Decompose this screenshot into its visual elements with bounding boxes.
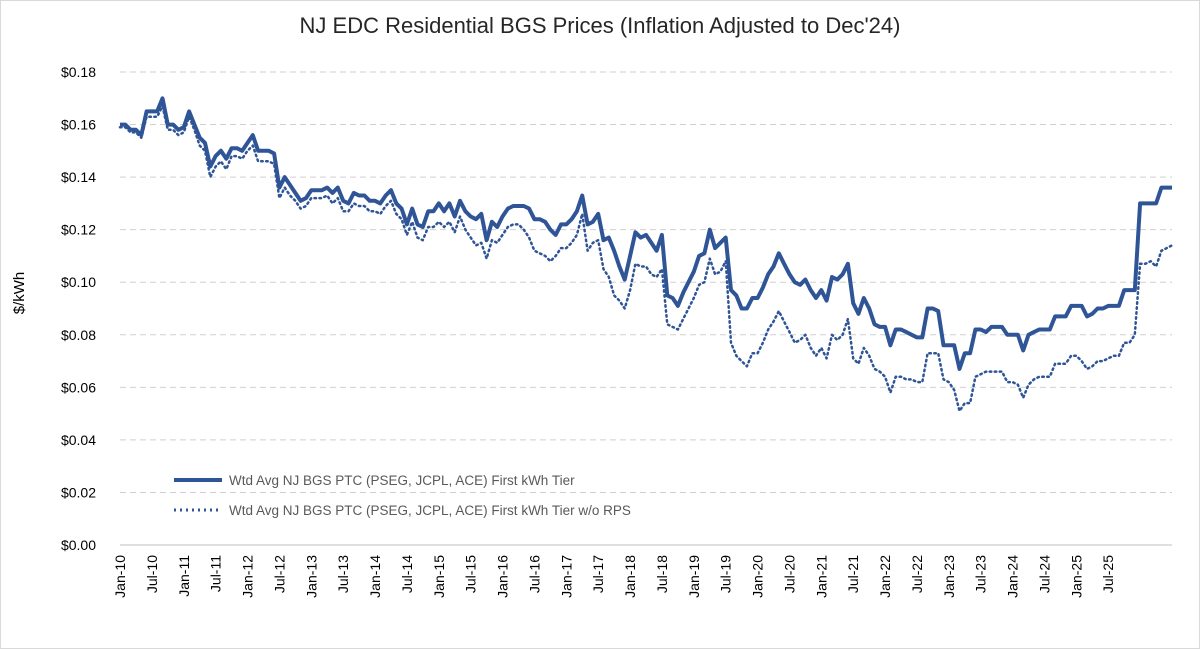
- series-line-first-tier: [120, 96, 1172, 371]
- x-tick-label: Jan-23: [941, 555, 957, 598]
- gridlines: [120, 71, 1172, 546]
- x-tick-label: Jul-23: [973, 555, 989, 593]
- x-tick-label: Jul-20: [782, 555, 798, 593]
- x-tick-label: Jan-11: [176, 555, 192, 597]
- y-tick-label: $0.18: [61, 64, 96, 80]
- chart-title: NJ EDC Residential BGS Prices (Inflation…: [300, 13, 901, 38]
- x-tick-label: Jul-17: [590, 555, 606, 593]
- x-tick-label: Jan-14: [367, 555, 383, 598]
- y-tick-label: $0.16: [61, 117, 96, 133]
- x-tick-label: Jul-22: [909, 555, 925, 593]
- y-tick-label: $0.08: [61, 327, 96, 343]
- legend-label-first-tier: Wtd Avg NJ BGS PTC (PSEG, JCPL, ACE) Fir…: [229, 473, 575, 488]
- x-tick-label: Jul-24: [1037, 555, 1053, 593]
- y-axis-ticks: $0.00 $0.02 $0.04 $0.06 $0.08 $0.10 $0.12 $0.14…: [61, 64, 96, 553]
- y-tick-label: $0.14: [61, 169, 96, 185]
- y-tick-label: $0.02: [61, 484, 96, 500]
- y-axis-label: $/kWh: [11, 272, 28, 315]
- x-tick-label: Jul-21: [845, 555, 861, 593]
- x-tick-label: Jan-10: [112, 555, 128, 598]
- y-tick-label: $0.04: [61, 432, 96, 448]
- x-tick-label: Jul-11: [208, 555, 224, 592]
- x-tick-label: Jul-15: [463, 555, 479, 593]
- x-tick-label: Jan-18: [622, 555, 638, 598]
- x-tick-label: Jan-21: [813, 555, 829, 598]
- x-tick-label: Jan-20: [750, 555, 766, 598]
- y-tick-label: $0.12: [61, 222, 96, 238]
- x-tick-label: Jan-17: [558, 555, 574, 598]
- x-tick-label: Jan-25: [1068, 555, 1084, 598]
- x-tick-label: Jan-13: [303, 555, 319, 598]
- x-tick-label: Jul-12: [271, 555, 287, 593]
- y-tick-label: $0.00: [61, 537, 96, 553]
- legend: Wtd Avg NJ BGS PTC (PSEG, JCPL, ACE) Fir…: [174, 473, 631, 518]
- x-tick-label: Jul-18: [654, 555, 670, 593]
- x-tick-label: Jul-10: [144, 555, 160, 593]
- x-tick-label: Jul-19: [718, 555, 734, 593]
- x-tick-label: Jan-12: [240, 555, 256, 598]
- x-axis-ticks: Jan-10 Jul-10 Jan-11 Jul-11 Jan-12 Jul-12 Jan-…: [112, 555, 1116, 598]
- x-tick-label: Jul-25: [1100, 555, 1116, 593]
- x-tick-label: Jan-16: [495, 555, 511, 598]
- x-tick-label: Jan-22: [877, 555, 893, 598]
- x-tick-label: Jul-16: [526, 555, 542, 593]
- x-tick-label: Jan-24: [1005, 555, 1021, 598]
- x-tick-label: Jul-14: [399, 555, 415, 593]
- y-tick-label: $0.10: [61, 274, 96, 290]
- series-line-first-tier-wo-rps: [118, 104, 1174, 413]
- x-tick-label: Jan-15: [431, 555, 447, 598]
- series-lines: [118, 96, 1174, 413]
- legend-label-first-tier-wo-rps: Wtd Avg NJ BGS PTC (PSEG, JCPL, ACE) Fir…: [229, 503, 631, 518]
- x-tick-label: Jan-19: [686, 555, 702, 598]
- y-tick-label: $0.06: [61, 379, 96, 395]
- x-tick-label: Jul-13: [335, 555, 351, 593]
